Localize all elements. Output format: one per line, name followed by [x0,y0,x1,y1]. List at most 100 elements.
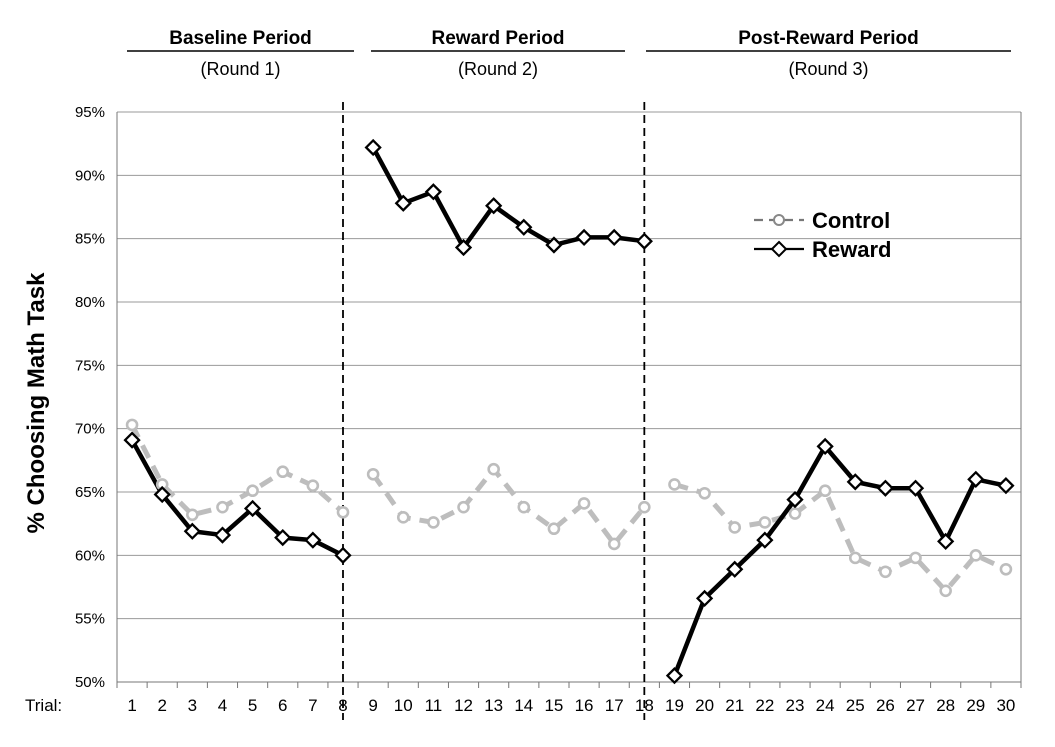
control-point [818,484,832,498]
x-tick-label: 9 [368,696,377,715]
control-point [517,500,531,514]
reward-line [371,146,645,250]
reward-point [515,218,533,236]
reward-point [454,238,473,257]
period-title: Reward Period [431,28,564,49]
x-tick-label: 26 [876,696,895,715]
y-tick-label: 55% [75,611,105,628]
series-markers [123,138,1015,685]
legend-control-marker [773,214,785,226]
reward-point [575,228,593,247]
control-point [336,505,350,519]
x-tick-label: 7 [308,696,317,715]
control-point [577,497,591,510]
control-point [999,562,1013,576]
x-tick-label: 1 [127,696,136,715]
period-title: Baseline Period [169,28,312,49]
reward-point [665,667,684,685]
control-point [276,465,290,479]
legend-reward-marker [770,240,788,258]
control-point [969,549,983,562]
reward-point [816,437,834,456]
control-point [366,467,380,481]
x-tick-label: 3 [188,696,197,715]
x-tick-label: 29 [966,696,985,715]
y-tick-label: 80% [75,294,105,311]
reward-point [937,532,955,551]
axes [116,112,1022,688]
control-point [728,521,742,534]
control-point [668,478,681,491]
reward-point [967,470,985,488]
x-tick-label: 8 [338,696,347,715]
x-tick-label: 11 [425,696,443,715]
x-axis-prefix: Trial: [25,696,62,715]
y-tick-label: 85% [75,231,105,248]
period-dividers [342,102,646,720]
reward-point [726,560,744,578]
x-tick-label: 17 [605,696,624,715]
control-point [607,537,621,551]
x-tick-label: 21 [725,696,744,715]
control-line [371,466,647,547]
y-tick-label: 60% [75,547,105,564]
x-tick-label: 19 [665,696,684,715]
x-tick-label: 6 [278,696,287,715]
reward-point [153,485,171,504]
gridlines [117,111,1021,683]
control-point [939,584,952,598]
reward-point [605,228,623,247]
y-tick-label: 70% [75,421,105,438]
x-tick-label: 16 [575,696,594,715]
y-tick-label: 75% [75,357,105,374]
y-tick-label: 90% [75,167,105,184]
period-subtitle: (Round 1) [200,59,280,79]
x-tick-label: 5 [248,696,257,715]
period-subtitle: (Round 2) [458,59,538,79]
reward-point [635,232,653,250]
x-tick-label: 4 [218,696,227,715]
reward-point [123,431,141,449]
reward-point [274,528,292,547]
control-point [125,418,139,432]
period-headers: Baseline Period (Round 1) Reward Period (Ro… [127,28,1011,79]
reward-point [334,546,352,564]
reward-point [997,477,1015,495]
period-title: Post-Reward Period [738,28,919,49]
y-axis-label: % Choosing Math Task [23,272,50,534]
reward-point [183,522,201,540]
tick-labels: 50%55%60%65%70%75%80%85%90%95%1 2 3 4 5 6 7 8 9 1… [75,104,1015,715]
x-tick-label: 15 [544,696,563,715]
x-tick-label: 18 [635,696,654,715]
x-tick-label: 20 [695,696,714,715]
reward-point [243,499,262,518]
x-tick-label: 14 [514,696,533,715]
control-point [547,522,561,536]
control-point [246,484,259,498]
x-tick-label: 13 [484,696,503,715]
control-point [427,516,440,529]
reward-point [424,183,443,201]
x-tick-label: 24 [816,696,835,715]
x-tick-label: 28 [936,696,955,715]
reward-point [786,490,804,509]
y-tick-label: 95% [75,104,105,121]
reward-point [485,197,503,215]
y-tick-label: 50% [75,674,105,691]
control-point [457,500,470,514]
reward-point [545,236,563,254]
period-subtitle: (Round 3) [788,59,868,79]
control-point [306,479,320,492]
control-point [698,486,711,500]
reward-point [304,531,322,549]
reward-point [756,531,774,549]
x-tick-label: 10 [394,696,413,715]
reward-point [695,589,714,608]
reward-point [846,473,864,491]
control-point [638,500,651,514]
legend: Control Reward [754,208,891,262]
reward-point [364,138,382,157]
control-point [186,508,199,522]
control-point [758,516,772,529]
control-line [673,482,1007,594]
